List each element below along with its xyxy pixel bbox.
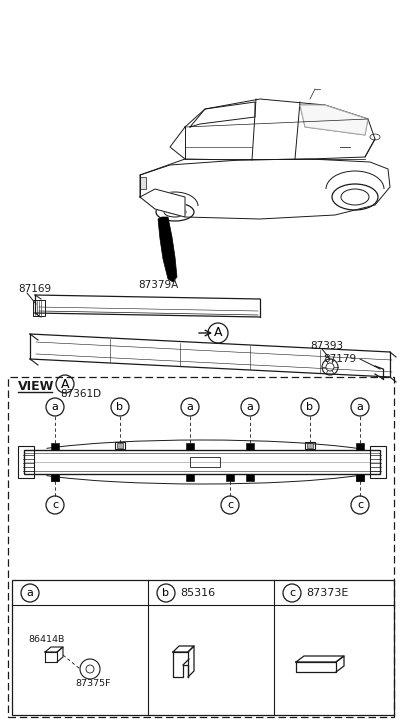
- Text: c: c: [227, 500, 233, 510]
- Bar: [369, 446, 385, 478]
- Polygon shape: [140, 189, 184, 217]
- Text: c: c: [288, 588, 294, 598]
- Text: 87373E: 87373E: [305, 588, 348, 598]
- Ellipse shape: [369, 134, 379, 140]
- Text: a: a: [246, 402, 253, 412]
- Text: b: b: [162, 588, 169, 598]
- Text: 87393: 87393: [309, 341, 342, 351]
- Text: b: b: [306, 402, 313, 412]
- Bar: [186, 474, 194, 481]
- Bar: [18, 446, 34, 478]
- Text: a: a: [51, 402, 58, 412]
- Bar: [117, 443, 123, 448]
- Text: VIEW: VIEW: [18, 380, 54, 393]
- Bar: [140, 177, 146, 189]
- Text: b: b: [116, 402, 123, 412]
- Bar: [33, 300, 45, 316]
- Bar: [24, 450, 379, 474]
- Bar: [186, 443, 194, 450]
- Text: c: c: [356, 500, 362, 510]
- Polygon shape: [158, 217, 176, 282]
- Text: A: A: [61, 377, 69, 390]
- Text: 87375F: 87375F: [75, 680, 110, 688]
- Bar: [190, 457, 219, 467]
- Bar: [225, 474, 233, 481]
- Bar: [51, 474, 59, 481]
- Bar: [355, 443, 363, 450]
- Bar: [12, 580, 393, 715]
- Bar: [115, 442, 125, 449]
- Bar: [355, 474, 363, 481]
- Text: a: a: [26, 588, 33, 598]
- Text: a: a: [356, 402, 363, 412]
- Bar: [306, 443, 312, 448]
- Text: a: a: [186, 402, 193, 412]
- Text: c: c: [52, 500, 58, 510]
- Text: 85316: 85316: [180, 588, 215, 598]
- Bar: [355, 474, 363, 481]
- Text: 87379A: 87379A: [138, 280, 178, 290]
- Bar: [245, 474, 253, 481]
- Bar: [51, 474, 59, 481]
- Bar: [51, 443, 59, 450]
- Bar: [8, 377, 393, 717]
- Text: 87169: 87169: [18, 284, 51, 294]
- Polygon shape: [299, 105, 367, 135]
- Bar: [245, 443, 253, 450]
- Bar: [152, 195, 178, 207]
- Text: 87361D: 87361D: [60, 389, 101, 399]
- Text: 86414B: 86414B: [28, 635, 64, 643]
- Bar: [304, 442, 314, 449]
- Text: 87179: 87179: [322, 354, 355, 364]
- Text: A: A: [213, 326, 222, 340]
